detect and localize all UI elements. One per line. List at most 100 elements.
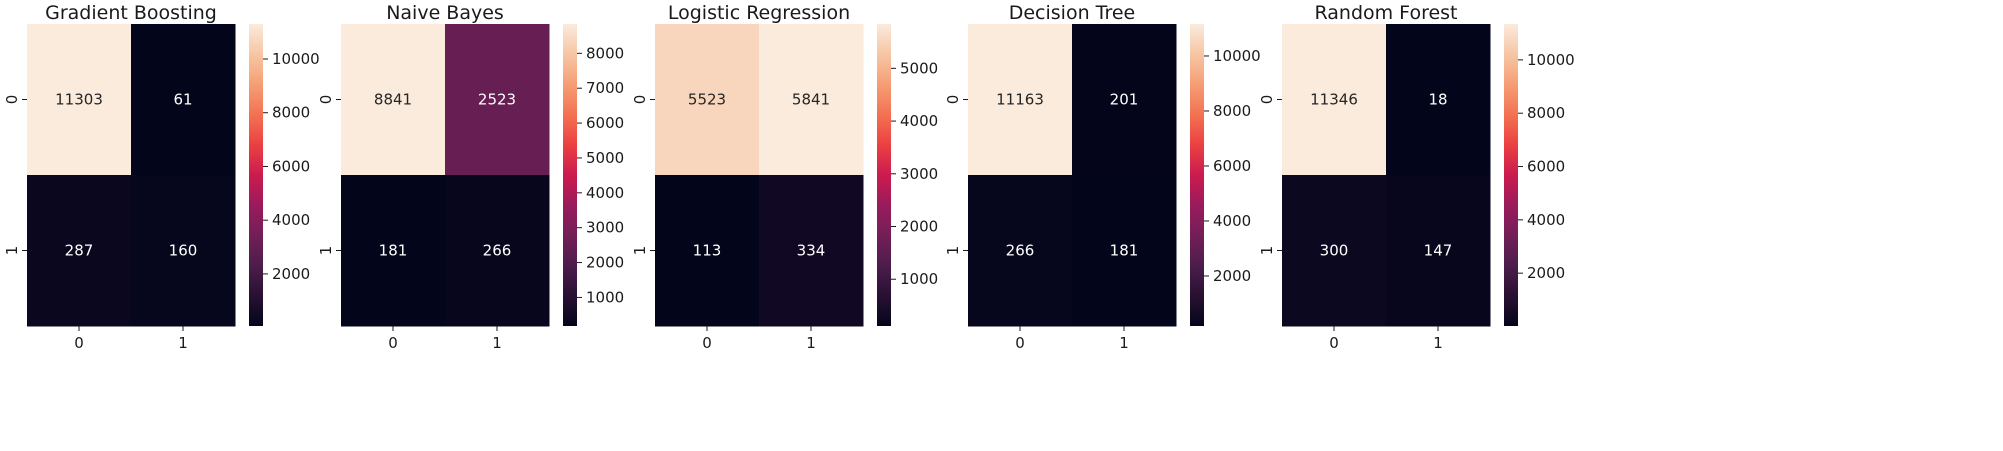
panel-title: Random Forest [1314,2,1457,24]
colorbar [1190,24,1204,326]
colorbar-tick-label: 6000 [272,157,310,175]
heatmap-cell [655,175,760,327]
cell-value-label: 5841 [792,91,830,109]
heatmap-cell [1282,175,1387,327]
heatmap-cell [759,175,864,327]
colorbar-tick-label: 2000 [1213,267,1251,285]
y-tick-label: 1 [944,246,962,256]
heatmap-cell [1386,24,1491,176]
colorbar-tick-label: 1000 [900,270,938,288]
cell-value-label: 8841 [374,91,412,109]
cell-value-label: 61 [173,91,192,109]
colorbar-tick-label: 10000 [272,50,320,68]
colorbar-tick-label: 10000 [1213,47,1261,65]
colorbar [563,24,577,326]
heatmap-cell [341,24,446,176]
cell-value-label: 11303 [55,91,103,109]
cell-value-label: 266 [483,242,512,260]
heatmap-cell [27,175,132,327]
heatmap-cell [1072,24,1177,176]
heatmap-cell [968,24,1073,176]
y-tick-label: 0 [3,95,21,105]
heatmap-panel-decision-tree: Decision Tree 11163 201 266 181 0 1 0 1 2000 4000 6… [944,2,1261,352]
cell-value-label: 160 [169,242,198,260]
colorbar-tick-label: 3000 [586,219,624,237]
y-tick-label: 1 [317,246,335,256]
heatmap-panel-logistic-regression: Logistic Regression 5523 5841 113 334 0 1 0 1 100… [631,2,938,352]
cell-value-label: 181 [379,242,408,260]
heatmap-cell [445,175,550,327]
colorbar-tick-label: 6000 [586,114,624,132]
colorbar-tick-label: 6000 [1527,158,1565,176]
cell-value-label: 18 [1428,91,1447,109]
colorbar-tick-label: 4000 [586,184,624,202]
colorbar-tick-label: 2000 [272,265,310,283]
colorbar-tick-label: 5000 [586,149,624,167]
colorbar-tick-label: 5000 [900,59,938,77]
heatmap-cell [1072,175,1177,327]
colorbar-tick-label: 4000 [272,211,310,229]
heatmap-panel-gradient-boosting: Gradient Boosting 11303 61 287 160 0 1 0 1 2000 40… [3,2,320,352]
cell-value-label: 201 [1110,91,1139,109]
heatmap-cell [1282,24,1387,176]
colorbar-tick-label: 4000 [900,112,938,130]
y-tick-label: 0 [631,95,649,105]
cell-value-label: 2523 [478,91,516,109]
colorbar-tick-label: 2000 [586,254,624,272]
cell-value-label: 334 [797,242,826,260]
heatmap-cell [341,175,446,327]
cell-value-label: 113 [693,242,722,260]
x-tick-label: 1 [178,334,188,352]
y-tick-label: 0 [944,95,962,105]
heatmap-cell [968,175,1073,327]
heatmap-panel-naive-bayes: Naive Bayes 8841 2523 181 266 0 1 0 1 1000 2000 300… [317,2,624,352]
x-tick-label: 0 [702,334,712,352]
heatmap-cell [1386,175,1491,327]
cell-value-label: 147 [1424,242,1453,260]
panel-title: Logistic Regression [668,2,850,24]
colorbar-tick-label: 6000 [1213,157,1251,175]
colorbar-tick-label: 2000 [900,218,938,236]
x-tick-label: 0 [1329,334,1339,352]
y-tick-label: 0 [1258,95,1276,105]
heatmap-panel-random-forest: Random Forest 11346 18 300 147 0 1 0 1 2000 4000 60… [1258,2,1575,352]
heatmap-cell [759,24,864,176]
colorbar [1504,24,1518,326]
x-tick-label: 0 [1015,334,1025,352]
colorbar [877,24,891,326]
x-tick-label: 1 [806,334,816,352]
cell-value-label: 11163 [996,91,1044,109]
colorbar-tick-label: 7000 [586,79,624,97]
colorbar-tick-label: 4000 [1527,211,1565,229]
x-tick-label: 0 [74,334,84,352]
heatmap-cell [131,24,236,176]
y-tick-label: 1 [631,246,649,256]
cell-value-label: 300 [1320,242,1349,260]
cell-value-label: 5523 [688,91,726,109]
cell-value-label: 266 [1006,242,1035,260]
colorbar-tick-label: 8000 [586,44,624,62]
x-tick-label: 0 [388,334,398,352]
panel-title: Gradient Boosting [45,2,217,24]
y-tick-label: 0 [317,95,335,105]
colorbar-tick-label: 8000 [1527,104,1565,122]
heatmap-cell [27,24,132,176]
x-tick-label: 1 [1119,334,1129,352]
cell-value-label: 181 [1110,242,1139,260]
cell-value-label: 287 [65,242,94,260]
x-tick-label: 1 [492,334,502,352]
heatmap-cell [445,24,550,176]
x-tick-label: 1 [1433,334,1443,352]
y-tick-label: 1 [3,246,21,256]
y-tick-label: 1 [1258,246,1276,256]
panel-title: Decision Tree [1009,2,1136,24]
colorbar-tick-label: 8000 [1213,102,1251,120]
panel-title: Naive Bayes [386,2,504,24]
colorbar-tick-label: 4000 [1213,212,1251,230]
colorbar [249,24,263,326]
colorbar-tick-label: 2000 [1527,264,1565,282]
colorbar-tick-label: 1000 [586,288,624,306]
heatmap-cell [131,175,236,327]
colorbar-tick-label: 8000 [272,104,310,122]
